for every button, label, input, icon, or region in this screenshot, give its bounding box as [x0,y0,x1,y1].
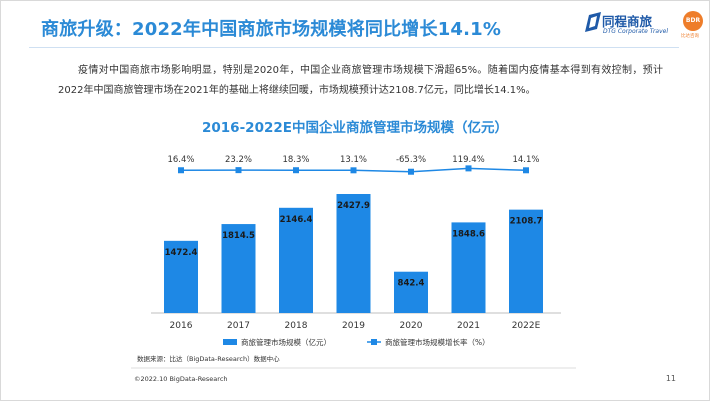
legend-bar-swatch [223,339,237,345]
source-note: 数据来源：比达（BigData-Research）数据中心 [137,354,280,363]
growth-rate-marker-2019 [350,167,357,174]
growth-rate-label-2021: 119.4% [452,155,484,165]
x-tick-label-2017: 2017 [227,321,250,331]
partner-logo-caption: 比达咨询 [681,34,699,39]
logo: 同程商旅 DTG Corporate Travel BDR 比达咨询 [584,9,706,43]
x-tick-label-2022E: 2022E [512,321,541,331]
growth-rate-marker-2017 [235,167,242,174]
growth-rate-marker-2018 [293,167,299,174]
bar-2017 [221,224,256,313]
bar-2022E [509,209,543,313]
x-tick-label-2019: 2019 [342,321,365,331]
growth-rate-label-2018: 18.3% [282,155,309,165]
legend-bar-label: 商旅管理市场规模（亿元） [241,337,331,347]
growth-rate-label-2017: 23.2% [225,155,252,165]
growth-rate-marker-2022E [523,167,529,174]
bar-2016 [164,240,198,313]
chart-title: 2016-2022E中国企业商旅管理市场规模（亿元） [202,119,508,136]
x-tick-label-2020: 2020 [400,321,423,331]
growth-rate-marker-2020 [408,168,414,175]
growth-rate-label-2019: 13.1% [340,155,367,165]
bar-2019 [336,194,371,313]
bar-2021 [451,222,486,313]
copyright-note: ©2022.10 BigData-Research [134,375,228,383]
x-tick-label-2018: 2018 [285,321,308,331]
growth-rate-marker-2016 [178,167,184,174]
legend-line-label: 商旅管理市场规模增长率（%） [385,337,490,347]
bar-2020 [394,271,428,313]
legend-line-marker [371,339,377,345]
growth-rate-label-2016: 16.4% [167,155,194,165]
bar-value-label-2020: 842.4 [398,279,425,289]
x-tick-label-2016: 2016 [170,321,193,331]
logo-name: 同程商旅 [602,14,653,29]
growth-rate-label-2020: -65.3% [396,155,426,165]
bar-value-label-2022E: 2108.7 [510,217,543,227]
bar-2018 [279,207,313,313]
bar-value-label-2016: 1472.4 [165,248,198,258]
intro-paragraph: 疫情对中国商旅市场影响明显，特别是2020年，中国企业商旅管理市场规模下滑超65… [58,65,663,96]
logo-subtitle: DTG Corporate Travel [603,28,668,35]
growth-rate-label-2022E: 14.1% [512,155,539,165]
partner-logo-badge: BDR [683,11,703,31]
page-title: 商旅升级：2022年中国商旅市场规模将同比增长14.1% [41,19,502,40]
title-divider [29,47,679,48]
x-tick-label-2021: 2021 [457,321,480,331]
page-number: 11 [665,374,676,383]
bar-value-label-2021: 1848.6 [452,229,485,239]
bar-value-label-2018: 2146.4 [280,215,313,225]
logo-mark-icon [585,12,601,32]
growth-rate-marker-2021 [465,165,472,172]
bar-value-label-2019: 2427.9 [337,201,370,211]
bar-value-label-2017: 1814.5 [222,231,255,241]
